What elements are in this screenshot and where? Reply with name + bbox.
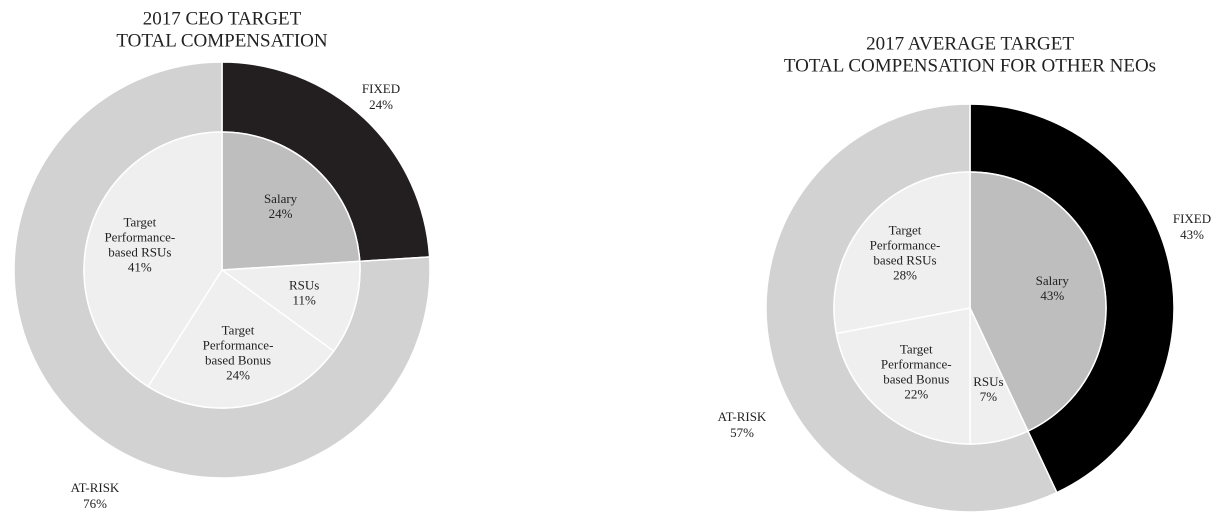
slice-value-label: 7%: [980, 389, 998, 404]
chart-title: TOTAL COMPENSATION: [116, 30, 327, 51]
slice-label: Target: [889, 223, 922, 238]
slice-label: based Bonus: [205, 353, 271, 368]
slice-value-label: 24%: [269, 206, 293, 221]
inner-slice: [969, 171, 1107, 433]
ring-value-label: 24%: [369, 97, 393, 112]
slice-label: Target: [900, 341, 933, 356]
slice-label: Performance-: [203, 338, 274, 353]
inner-slice: [219, 260, 361, 353]
chart-title: TOTAL COMPENSATION FOR OTHER NEOs: [784, 55, 1156, 76]
slice-value-label: 24%: [226, 368, 250, 383]
ring-label: AT-RISK: [71, 480, 120, 495]
slice-label: RSUs: [289, 277, 319, 292]
slice-label: RSUs: [973, 374, 1003, 389]
slice-label: Target: [123, 215, 156, 230]
slice-label: Performance-: [870, 238, 941, 253]
inner-slice: [833, 171, 971, 335]
slice-label: based RSUs: [873, 253, 936, 268]
slice-value-label: 28%: [893, 268, 917, 283]
chart-title: 2017 AVERAGE TARGET: [866, 33, 1074, 54]
slice-value-label: 22%: [904, 386, 928, 401]
ring-value-label: 57%: [730, 425, 754, 440]
slice-label: based RSUs: [108, 245, 171, 260]
ring-value-label: 76%: [83, 496, 107, 511]
slice-label: based Bonus: [883, 371, 949, 386]
slice-value-label: 43%: [1040, 288, 1064, 303]
inner-slice: [835, 307, 971, 445]
slice-label: Performance-: [104, 230, 175, 245]
chart-title: 2017 CEO TARGET: [143, 8, 302, 29]
slice-value-label: 11%: [292, 292, 316, 307]
slice-label: Salary: [1036, 273, 1070, 288]
inner-slice: [83, 131, 223, 388]
ring-label: FIXED: [1173, 211, 1211, 226]
slice-label: Target: [222, 323, 255, 338]
inner-slice: [147, 268, 335, 409]
slice-label: Salary: [264, 191, 298, 206]
inner-slice: [221, 131, 361, 271]
ring-label: FIXED: [362, 81, 400, 96]
slice-label: Performance-: [881, 356, 952, 371]
slice-value-label: 41%: [128, 260, 152, 275]
ring-value-label: 43%: [1180, 227, 1204, 242]
ring-label: AT-RISK: [718, 409, 767, 424]
